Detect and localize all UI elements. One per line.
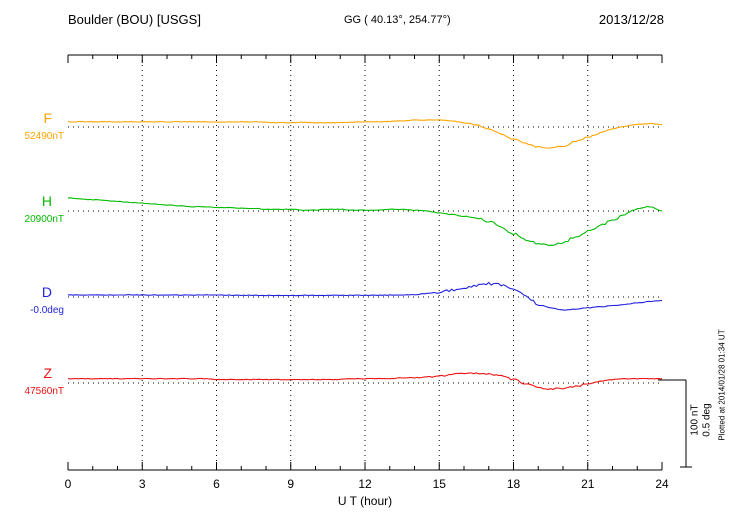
x-tick-label: 0 [64, 477, 72, 491]
series-baseline-value-D: -0.0deg [30, 305, 64, 316]
series-letter-H: H [41, 193, 52, 209]
series-baseline-value-Z: 47560nT [24, 386, 64, 397]
trace-F [67, 119, 663, 149]
trace-D [67, 281, 663, 311]
trace-H [67, 197, 663, 246]
plotted-at-note: Plotted at 2014/01/28 01:34 UT [717, 329, 727, 441]
series-baseline-value-H: 20900nT [24, 214, 64, 225]
series-letter-D: D [41, 284, 52, 300]
scale-bar-nt-label: 100 nT [689, 404, 701, 436]
plot-title: Boulder (BOU) [USGS] [68, 12, 201, 27]
plot-date: 2013/12/28 [598, 12, 664, 27]
x-tick-label: 9 [287, 477, 295, 491]
series-letter-Z: Z [43, 365, 52, 381]
geo-coordinates: GG ( 40.13°, 254.77°) [344, 14, 451, 26]
trace-Z [67, 372, 663, 391]
series-baseline-value-F: 52490nT [24, 131, 64, 142]
x-tick-label: 6 [213, 477, 220, 491]
series-letter-F: F [43, 110, 52, 126]
x-tick-label: 15 [432, 477, 446, 491]
x-tick-label: 3 [138, 477, 146, 491]
x-tick-label: 18 [506, 477, 521, 491]
x-tick-label: 21 [581, 477, 595, 491]
x-tick-label: 12 [358, 477, 372, 491]
scale-bar-deg-label: 0.5 deg [701, 403, 713, 437]
x-tick-label: 24 [655, 477, 669, 491]
x-axis-label: U T (hour) [337, 494, 393, 508]
